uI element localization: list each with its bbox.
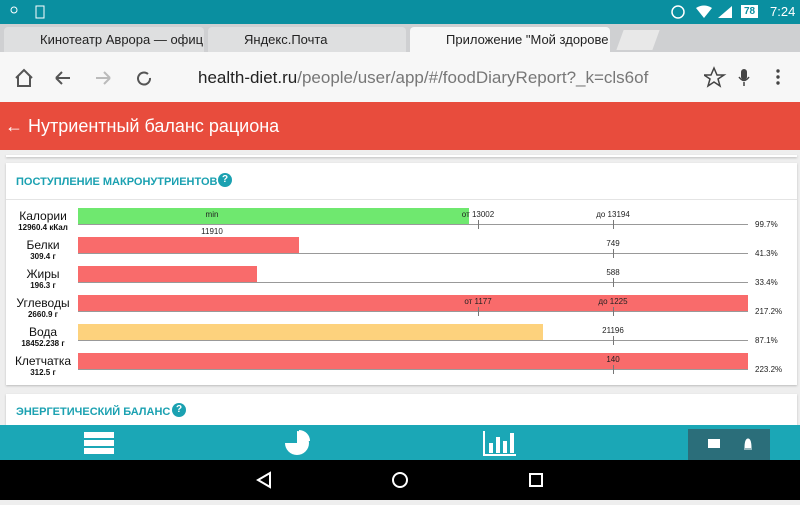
tab[interactable]: Яндекс.Почта [208,27,406,52]
range-tick [613,336,614,345]
nav-icons[interactable] [0,460,800,500]
nutrient-name: Жиры [26,267,60,281]
chat-icons[interactable] [688,429,770,460]
nutrient-bar [78,324,543,340]
marker-label: до 13194 [596,210,630,219]
url-domain: health-diet.ru [198,68,298,87]
marker-label: 11910 [201,227,223,236]
nutrient-bar [78,353,748,369]
header-text: Нутриентный баланс рациона [28,116,280,136]
new-tab[interactable] [616,30,660,50]
nutrient-name: Калории [19,209,67,223]
toolbar-icons[interactable] [704,66,794,90]
nutrient-amount: 18452.238 г [21,339,65,348]
nutrient-amount: 2660.9 г [27,310,59,319]
range-tick [478,220,479,229]
marker-label: до 1225 [598,297,628,306]
help-icon[interactable]: ? [218,173,232,187]
clock: 7:24 [770,4,796,19]
marker-label: 140 [606,355,620,364]
marker-label: 749 [606,239,620,248]
percent-label: 87.1% [755,336,778,345]
app-header: ← Нутриентный баланс рациона [0,102,800,150]
nutrient-bar [78,295,748,311]
baseline [78,311,748,312]
card-title: ЭНЕРГЕТИЧЕСКИЙ БАЛАНС [16,406,171,418]
chat-panel [688,429,770,460]
menu-icon[interactable] [80,429,120,457]
baseline [78,282,748,283]
bar-icon[interactable] [482,429,518,457]
percent-label: 99.7% [755,220,778,229]
card-edge [6,155,797,157]
baseline [78,224,748,225]
range-tick [613,249,614,258]
baseline [78,369,748,370]
range-tick [478,307,479,316]
baseline [78,253,748,254]
nav-buttons[interactable] [10,66,170,90]
percent-label: 41.3% [755,249,778,258]
range-tick [613,365,614,374]
macro-card: ПОСТУПЛЕНИЕ МАКРОНУТРИЕНТОВ ? Калории 129… [6,163,797,385]
nutrient-amount: 196.3 г [30,281,56,290]
marker-label: от 1177 [464,297,492,306]
card-title: ПОСТУПЛЕНИЕ МАКРОНУТРИЕНТОВ [16,176,218,188]
percent-label: 33.4% [755,278,778,287]
bottom-toolbar [0,425,800,460]
tab-strip: Кинотеатр Аврора — официа Яндекс.Почта П… [0,24,800,52]
range-tick [613,220,614,229]
nutrient-bar [78,237,299,253]
system-nav [0,460,800,500]
percent-label: 217.2% [755,307,783,316]
nutrient-name: Клетчатка [14,354,72,368]
status-icons [10,5,45,19]
nutrient-amount: 309.4 г [30,252,56,261]
nutrient-name: Вода [28,325,58,339]
baseline [78,340,748,341]
help-icon[interactable]: ? [172,403,186,417]
marker-label: 21196 [602,326,624,335]
range-tick [613,278,614,287]
marker-label: 588 [606,268,620,277]
system-icons [671,5,732,19]
nutrient-amount: 312.5 г [30,368,56,377]
status-bar: 78 7:24 [0,0,800,24]
nutrient-name: Белки [26,238,60,252]
tab[interactable]: Кинотеатр Аврора — официа [4,27,204,52]
percent-label: 223.2% [755,365,783,374]
tab[interactable]: Приложение "Мой здорове [410,27,610,52]
nutrient-amount: 12960.4 кКал [18,223,68,232]
battery: 78 [741,5,759,18]
address-bar: health-diet.ru/people/user/app/#/foodDia… [0,52,800,103]
nutrient-bar [78,208,469,224]
nutrient-name: Углеводы [16,296,70,310]
marker-label: min [205,210,219,219]
range-tick [613,307,614,316]
marker-label: от 13002 [461,210,495,219]
url-path: /people/user/app/#/foodDiaryReport?_k=cl… [297,68,649,87]
divider [6,199,797,200]
nutrient-bar [78,266,257,282]
pie-icon[interactable] [282,429,314,457]
url[interactable]: health-diet.ru/people/user/app/#/foodDia… [198,68,648,88]
header-title[interactable]: ← Нутриентный баланс рациона [5,116,280,136]
